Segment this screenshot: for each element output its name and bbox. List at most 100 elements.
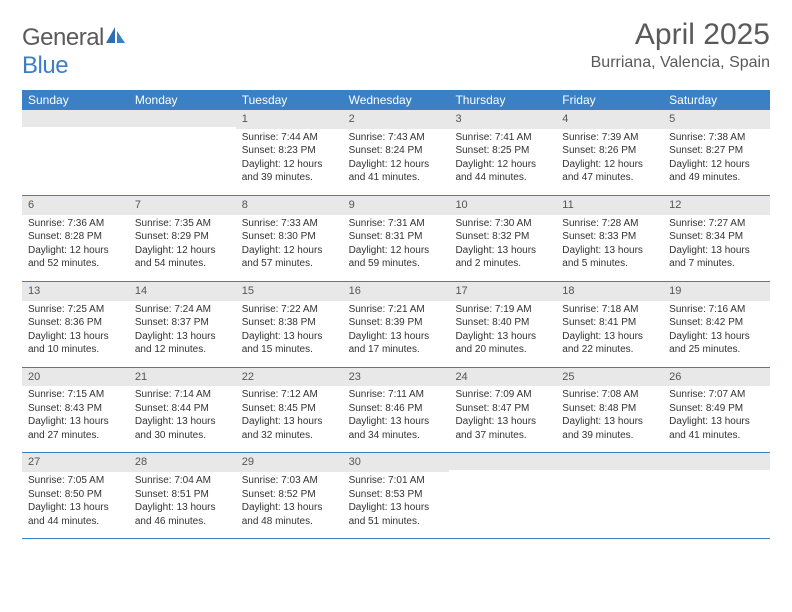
day-daylight1: Daylight: 13 hours bbox=[669, 415, 764, 429]
day-daylight2: and 51 minutes. bbox=[349, 515, 444, 529]
day-body: Sunrise: 7:24 AMSunset: 8:37 PMDaylight:… bbox=[129, 301, 236, 367]
day-sunset: Sunset: 8:33 PM bbox=[562, 230, 657, 244]
day-sunset: Sunset: 8:29 PM bbox=[135, 230, 230, 244]
day-sunset: Sunset: 8:32 PM bbox=[455, 230, 550, 244]
day-body: Sunrise: 7:43 AMSunset: 8:24 PMDaylight:… bbox=[343, 129, 450, 195]
day-daylight1: Daylight: 13 hours bbox=[349, 330, 444, 344]
day-sunset: Sunset: 8:27 PM bbox=[669, 144, 764, 158]
day-sunset: Sunset: 8:25 PM bbox=[455, 144, 550, 158]
day-sunrise: Sunrise: 7:41 AM bbox=[455, 131, 550, 145]
day-cell bbox=[22, 110, 129, 195]
day-daylight2: and 54 minutes. bbox=[135, 257, 230, 271]
day-cell: 15Sunrise: 7:22 AMSunset: 8:38 PMDayligh… bbox=[236, 282, 343, 367]
day-daylight2: and 44 minutes. bbox=[28, 515, 123, 529]
day-body bbox=[449, 470, 556, 526]
day-sunset: Sunset: 8:45 PM bbox=[242, 402, 337, 416]
day-sunset: Sunset: 8:42 PM bbox=[669, 316, 764, 330]
day-body bbox=[663, 470, 770, 526]
day-cell bbox=[449, 453, 556, 538]
day-daylight2: and 17 minutes. bbox=[349, 343, 444, 357]
day-body: Sunrise: 7:44 AMSunset: 8:23 PMDaylight:… bbox=[236, 129, 343, 195]
day-number bbox=[22, 110, 129, 127]
day-body: Sunrise: 7:05 AMSunset: 8:50 PMDaylight:… bbox=[22, 472, 129, 538]
day-daylight2: and 32 minutes. bbox=[242, 429, 337, 443]
day-cell: 19Sunrise: 7:16 AMSunset: 8:42 PMDayligh… bbox=[663, 282, 770, 367]
day-cell: 5Sunrise: 7:38 AMSunset: 8:27 PMDaylight… bbox=[663, 110, 770, 195]
day-number: 13 bbox=[22, 282, 129, 301]
day-sunrise: Sunrise: 7:27 AM bbox=[669, 217, 764, 231]
day-daylight2: and 59 minutes. bbox=[349, 257, 444, 271]
brand-part2: Blue bbox=[22, 52, 68, 79]
day-daylight1: Daylight: 12 hours bbox=[242, 158, 337, 172]
day-cell: 1Sunrise: 7:44 AMSunset: 8:23 PMDaylight… bbox=[236, 110, 343, 195]
day-sunrise: Sunrise: 7:12 AM bbox=[242, 388, 337, 402]
day-daylight2: and 39 minutes. bbox=[242, 171, 337, 185]
day-daylight2: and 46 minutes. bbox=[135, 515, 230, 529]
weekday-header: Monday bbox=[129, 90, 236, 110]
week-row: 13Sunrise: 7:25 AMSunset: 8:36 PMDayligh… bbox=[22, 282, 770, 368]
day-number: 7 bbox=[129, 196, 236, 215]
day-sunrise: Sunrise: 7:39 AM bbox=[562, 131, 657, 145]
day-sunset: Sunset: 8:24 PM bbox=[349, 144, 444, 158]
day-body: Sunrise: 7:11 AMSunset: 8:46 PMDaylight:… bbox=[343, 386, 450, 452]
day-sunrise: Sunrise: 7:25 AM bbox=[28, 303, 123, 317]
day-sunset: Sunset: 8:43 PM bbox=[28, 402, 123, 416]
day-sunset: Sunset: 8:31 PM bbox=[349, 230, 444, 244]
day-daylight1: Daylight: 12 hours bbox=[349, 244, 444, 258]
day-cell: 22Sunrise: 7:12 AMSunset: 8:45 PMDayligh… bbox=[236, 368, 343, 453]
day-cell: 4Sunrise: 7:39 AMSunset: 8:26 PMDaylight… bbox=[556, 110, 663, 195]
day-number bbox=[556, 453, 663, 470]
day-body: Sunrise: 7:38 AMSunset: 8:27 PMDaylight:… bbox=[663, 129, 770, 195]
day-body: Sunrise: 7:31 AMSunset: 8:31 PMDaylight:… bbox=[343, 215, 450, 281]
week-row: 1Sunrise: 7:44 AMSunset: 8:23 PMDaylight… bbox=[22, 110, 770, 196]
day-sunrise: Sunrise: 7:03 AM bbox=[242, 474, 337, 488]
calendar-grid: Sunday Monday Tuesday Wednesday Thursday… bbox=[22, 90, 770, 539]
day-cell: 27Sunrise: 7:05 AMSunset: 8:50 PMDayligh… bbox=[22, 453, 129, 538]
day-number bbox=[663, 453, 770, 470]
day-body: Sunrise: 7:09 AMSunset: 8:47 PMDaylight:… bbox=[449, 386, 556, 452]
day-number: 8 bbox=[236, 196, 343, 215]
day-body bbox=[22, 127, 129, 183]
day-body: Sunrise: 7:07 AMSunset: 8:49 PMDaylight:… bbox=[663, 386, 770, 452]
day-number bbox=[449, 453, 556, 470]
day-daylight1: Daylight: 13 hours bbox=[135, 501, 230, 515]
day-daylight2: and 52 minutes. bbox=[28, 257, 123, 271]
weekday-header: Wednesday bbox=[343, 90, 450, 110]
day-body: Sunrise: 7:22 AMSunset: 8:38 PMDaylight:… bbox=[236, 301, 343, 367]
weekday-header: Thursday bbox=[449, 90, 556, 110]
day-body: Sunrise: 7:12 AMSunset: 8:45 PMDaylight:… bbox=[236, 386, 343, 452]
day-sunrise: Sunrise: 7:28 AM bbox=[562, 217, 657, 231]
day-sunrise: Sunrise: 7:22 AM bbox=[242, 303, 337, 317]
day-daylight1: Daylight: 13 hours bbox=[669, 244, 764, 258]
day-cell bbox=[663, 453, 770, 538]
day-sunset: Sunset: 8:46 PM bbox=[349, 402, 444, 416]
day-number: 29 bbox=[236, 453, 343, 472]
day-daylight1: Daylight: 13 hours bbox=[562, 244, 657, 258]
day-cell: 21Sunrise: 7:14 AMSunset: 8:44 PMDayligh… bbox=[129, 368, 236, 453]
day-daylight2: and 57 minutes. bbox=[242, 257, 337, 271]
day-cell: 20Sunrise: 7:15 AMSunset: 8:43 PMDayligh… bbox=[22, 368, 129, 453]
day-sunrise: Sunrise: 7:36 AM bbox=[28, 217, 123, 231]
day-cell: 2Sunrise: 7:43 AMSunset: 8:24 PMDaylight… bbox=[343, 110, 450, 195]
location-text: Burriana, Valencia, Spain bbox=[591, 54, 770, 72]
day-cell: 7Sunrise: 7:35 AMSunset: 8:29 PMDaylight… bbox=[129, 196, 236, 281]
weeks-container: 1Sunrise: 7:44 AMSunset: 8:23 PMDaylight… bbox=[22, 110, 770, 539]
day-daylight1: Daylight: 13 hours bbox=[669, 330, 764, 344]
day-body bbox=[556, 470, 663, 526]
day-sunrise: Sunrise: 7:35 AM bbox=[135, 217, 230, 231]
day-number: 28 bbox=[129, 453, 236, 472]
day-daylight2: and 41 minutes. bbox=[349, 171, 444, 185]
day-sunrise: Sunrise: 7:07 AM bbox=[669, 388, 764, 402]
day-number: 1 bbox=[236, 110, 343, 129]
day-daylight2: and 48 minutes. bbox=[242, 515, 337, 529]
day-daylight1: Daylight: 13 hours bbox=[28, 330, 123, 344]
day-body: Sunrise: 7:33 AMSunset: 8:30 PMDaylight:… bbox=[236, 215, 343, 281]
day-daylight1: Daylight: 12 hours bbox=[28, 244, 123, 258]
day-daylight1: Daylight: 12 hours bbox=[242, 244, 337, 258]
day-number: 2 bbox=[343, 110, 450, 129]
day-daylight2: and 37 minutes. bbox=[455, 429, 550, 443]
day-sunset: Sunset: 8:26 PM bbox=[562, 144, 657, 158]
day-daylight1: Daylight: 12 hours bbox=[349, 158, 444, 172]
day-body: Sunrise: 7:25 AMSunset: 8:36 PMDaylight:… bbox=[22, 301, 129, 367]
day-number: 9 bbox=[343, 196, 450, 215]
